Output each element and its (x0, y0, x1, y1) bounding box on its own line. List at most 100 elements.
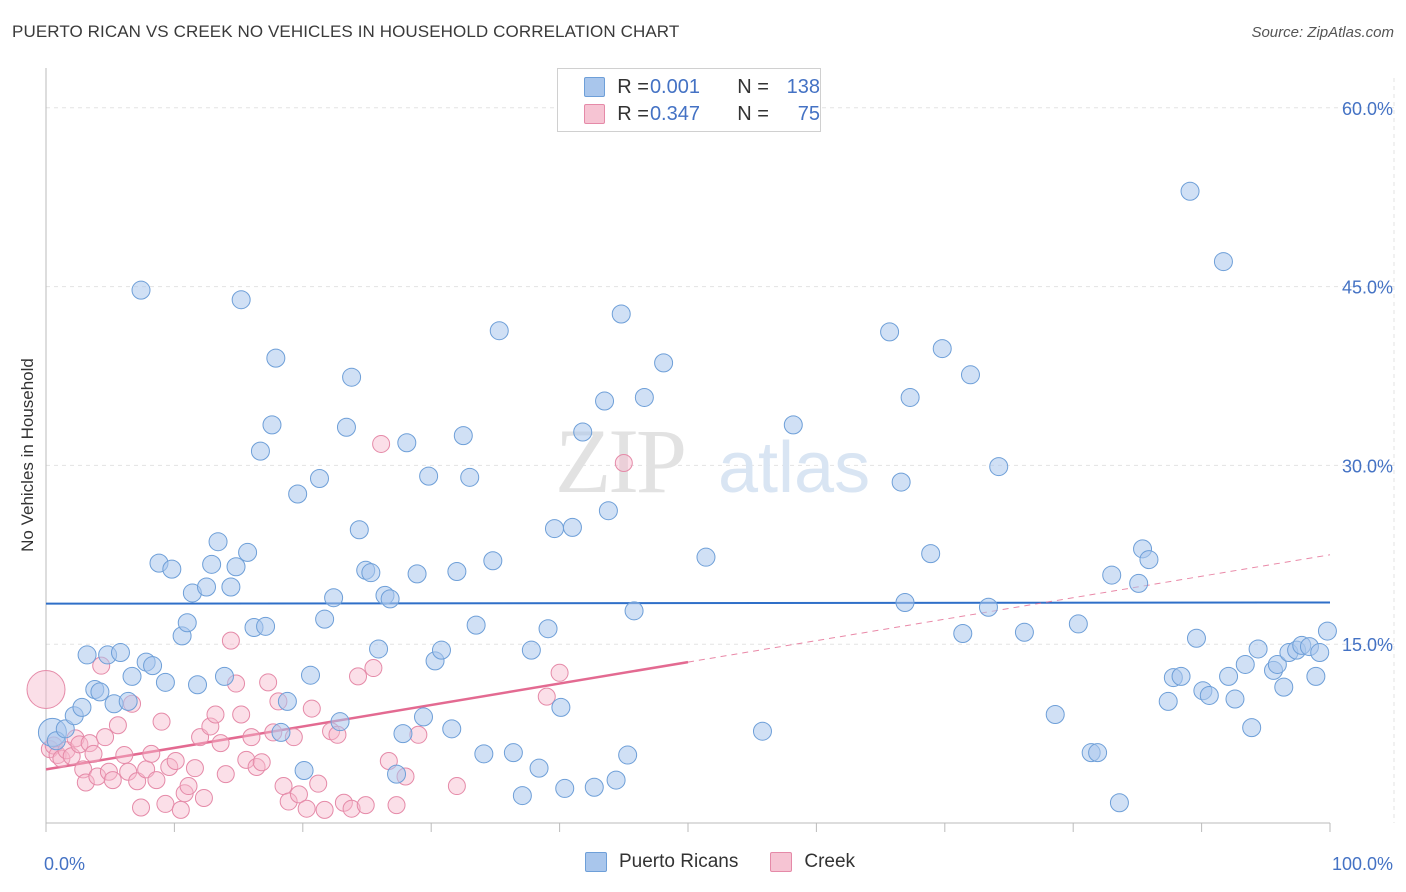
creek-point (74, 760, 93, 779)
puerto-rican-point (1219, 666, 1239, 686)
legend-swatch-pink (770, 852, 793, 872)
puerto-rican-point (413, 707, 433, 727)
legend-item-puerto-ricans: Puerto Ricans (585, 851, 738, 873)
puerto-rican-point (1180, 181, 1200, 201)
puerto-rican-point (131, 280, 151, 300)
puerto-rican-point (573, 422, 593, 442)
creek-point (237, 750, 256, 769)
puerto-rican-point (1274, 677, 1294, 697)
creek-point (132, 798, 151, 817)
creek-point (221, 631, 240, 650)
puerto-rican-point (489, 321, 509, 341)
legend-n-value: 75 (797, 102, 820, 125)
puerto-rican-point (301, 665, 321, 685)
creek-point (289, 785, 308, 804)
creek-point (259, 673, 278, 692)
creek-point (80, 734, 99, 753)
legend-swatch-blue (585, 852, 607, 872)
puerto-rican-point (1171, 666, 1191, 686)
legend-r-label: R = (617, 75, 649, 98)
puerto-rican-point (1102, 565, 1122, 585)
creek-point (26, 669, 66, 709)
puerto-rican-point (895, 592, 915, 612)
puerto-rican-point (271, 722, 291, 742)
creek-trend-line-extension (687, 554, 1331, 663)
puerto-rican-point (309, 469, 329, 489)
creek-point (247, 757, 266, 776)
puerto-rican-point (369, 639, 389, 659)
puerto-rican-point (380, 589, 400, 609)
puerto-rican-point (1267, 654, 1287, 674)
puerto-rican-point (256, 616, 276, 636)
creek-point (152, 712, 171, 731)
puerto-rican-point (978, 597, 998, 617)
puerto-rican-point (960, 365, 980, 385)
creek-point (115, 746, 134, 765)
puerto-rican-point (1014, 622, 1034, 642)
creek-point (211, 734, 230, 753)
puerto-rican-point (77, 645, 97, 665)
puerto-rican-point (250, 441, 270, 461)
puerto-rican-point (387, 764, 407, 784)
puerto-rican-point (447, 561, 467, 581)
legend-item-creek: Creek (770, 851, 855, 873)
puerto-rican-point (110, 643, 130, 663)
puerto-rican-point (1186, 628, 1206, 648)
puerto-rican-point (634, 387, 654, 407)
creek-point (387, 796, 406, 815)
creek-point (142, 744, 161, 763)
legend-label-puerto-ricans: Puerto Ricans (619, 851, 739, 872)
puerto-rican-point (431, 640, 451, 660)
legend-n-label: N = (737, 102, 769, 125)
puerto-rican-point (880, 322, 900, 342)
puerto-rican-point (55, 719, 75, 739)
stats-legend: R = 0.001 N = 138 R = 0.347 N = 75 (557, 68, 821, 132)
puerto-rican-point (361, 563, 381, 583)
puerto-rican-point (544, 519, 564, 539)
puerto-rican-point (460, 467, 480, 487)
puerto-rican-point (921, 544, 941, 564)
puerto-rican-point (226, 557, 246, 577)
puerto-rican-point (1109, 793, 1129, 813)
puerto-rican-point (122, 666, 142, 686)
puerto-rican-point (393, 724, 413, 744)
puerto-rican-point (221, 577, 241, 597)
puerto-rican-point (618, 745, 638, 765)
puerto-rican-point (474, 744, 494, 764)
y-tick-label: 15.0% (1342, 635, 1393, 655)
puerto-rican-point (238, 542, 258, 562)
puerto-rican-point (90, 682, 110, 702)
puerto-rican-point (1317, 621, 1337, 641)
creek-point (356, 796, 375, 815)
puerto-rican-point (277, 691, 297, 711)
puerto-rican-point (155, 672, 175, 692)
y-tick-label: 45.0% (1342, 278, 1393, 298)
puerto-rican-point (162, 559, 182, 579)
y-tick-label: 60.0% (1342, 99, 1393, 119)
creek-point (537, 687, 556, 706)
puerto-rican-point (503, 743, 523, 763)
puerto-rican-point (1088, 743, 1108, 763)
creek-point (185, 759, 204, 778)
puerto-rican-point (1158, 691, 1178, 711)
puerto-rican-point (262, 415, 282, 435)
puerto-rican-point (1045, 705, 1065, 725)
puerto-rican-point (1225, 689, 1245, 709)
creek-point (364, 659, 383, 678)
puerto-rican-point (752, 721, 772, 741)
puerto-rican-point (214, 666, 234, 686)
grid (46, 78, 1395, 823)
puerto-rican-point (349, 520, 369, 540)
puerto-rican-point (442, 719, 462, 739)
legend-r-value: 0.001 (649, 75, 700, 98)
x-tick-label: 0.0% (44, 854, 85, 874)
puerto-rican-point (330, 712, 350, 732)
puerto-rican-point (598, 501, 618, 521)
puerto-rican-point (529, 758, 549, 778)
puerto-rican-point (208, 532, 228, 552)
puerto-rican-point (177, 613, 197, 633)
creek-point (84, 744, 103, 763)
creek-point (274, 777, 293, 796)
creek-point (206, 705, 225, 724)
puerto-rican-point (595, 391, 615, 411)
